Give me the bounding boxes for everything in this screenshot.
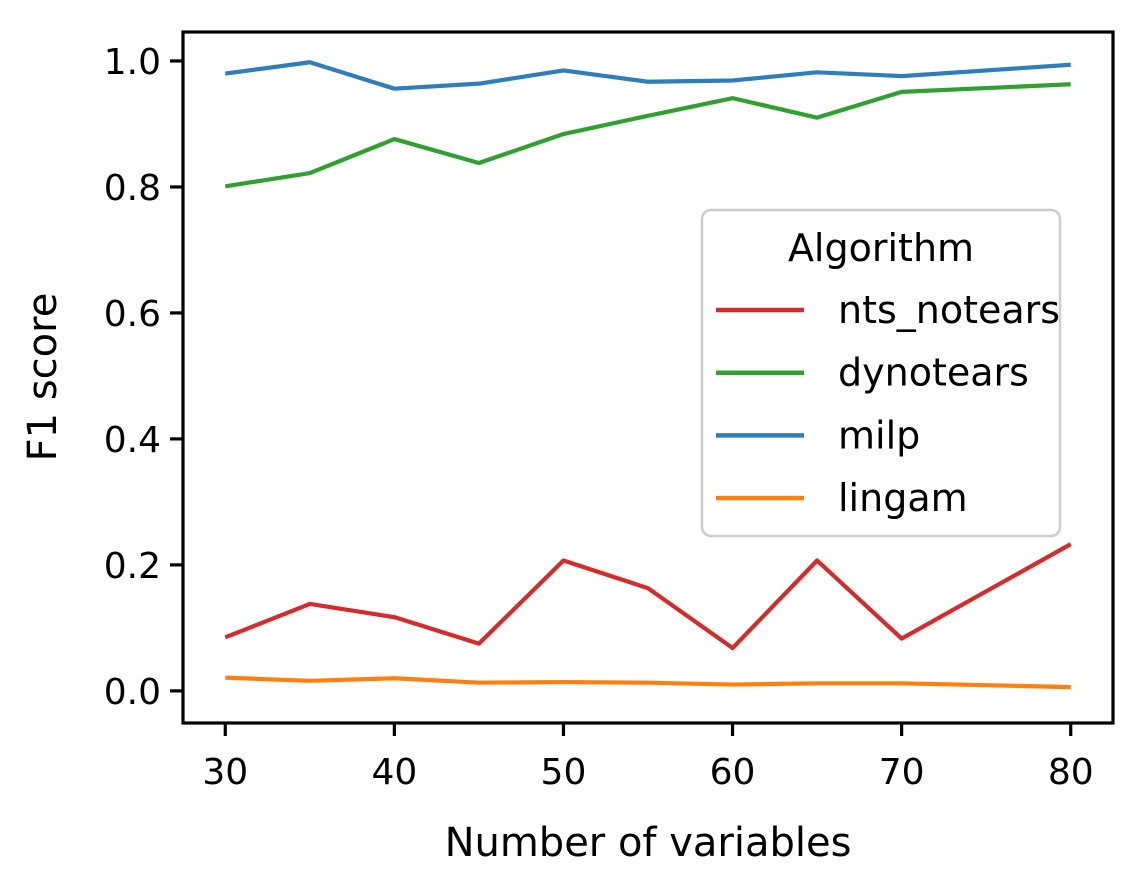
y-tick-label-0.8: 0.8 <box>104 168 161 209</box>
x-tick-label-80: 80 <box>1048 752 1094 793</box>
legend-box <box>700 208 1062 538</box>
y-axis-label: F1 score <box>20 293 66 462</box>
y-tick-label-0.0: 0.0 <box>104 672 161 713</box>
legend-label-nts_notears: nts_notears <box>838 288 1060 332</box>
y-tick-label-0.4: 0.4 <box>104 420 161 461</box>
series-line-nts_notears <box>224 542 1072 651</box>
x-tick-label-70: 70 <box>879 752 925 793</box>
x-axis-label: Number of variables <box>445 820 852 866</box>
series-line-lingam <box>225 675 1071 690</box>
legend-label-dynotears: dynotears <box>838 351 1029 395</box>
plot-border <box>181 30 1115 725</box>
legend-label-lingam: lingam <box>838 476 968 520</box>
x-tick-label-30: 30 <box>202 752 248 793</box>
legend-title: Algorithm <box>788 226 974 270</box>
series-line-dynotears <box>224 82 1071 189</box>
y-tick-label-0.6: 0.6 <box>104 294 161 335</box>
x-tick-label-40: 40 <box>371 752 417 793</box>
x-tick-label-50: 50 <box>541 752 587 793</box>
legend-label-milp: milp <box>838 413 920 457</box>
y-tick-label-0.2: 0.2 <box>104 546 161 587</box>
plot-area: 30 40 50 60 70 80 0.0 0.2 0.4 0.6 0.8 1.0 <box>104 30 1115 793</box>
series-line-milp <box>224 60 1071 91</box>
legend: Algorithm nts_notears dynotears milp lingam <box>700 208 1062 538</box>
y-tick-label-1.0: 1.0 <box>104 42 161 83</box>
x-tick-label-60: 60 <box>710 752 756 793</box>
